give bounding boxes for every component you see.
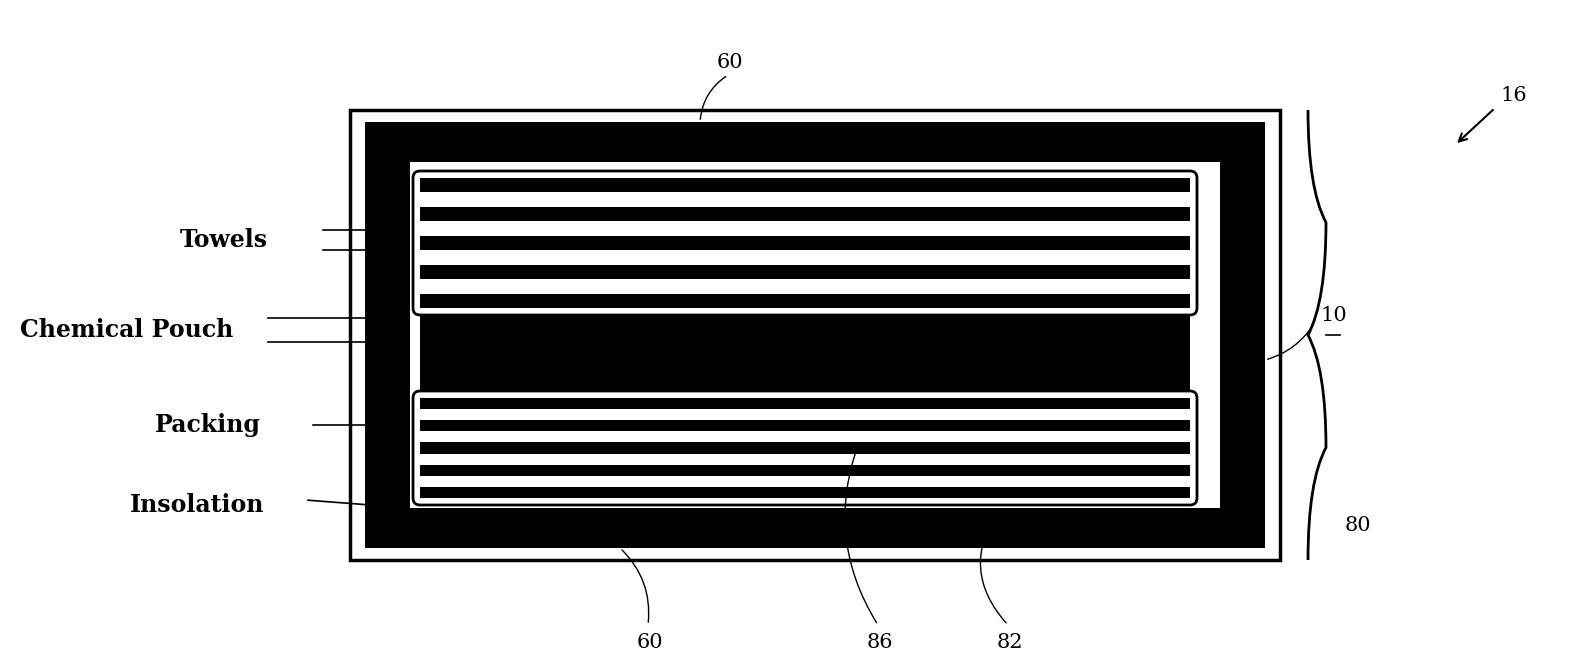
Bar: [420, 250, 1190, 265]
Bar: [420, 442, 1190, 453]
Bar: [420, 265, 1190, 279]
Text: Towels: Towels: [180, 228, 269, 252]
Bar: [420, 453, 1190, 465]
Text: Chemical Pouch: Chemical Pouch: [21, 318, 234, 342]
Bar: [420, 465, 1190, 476]
Bar: [420, 476, 1190, 487]
Bar: [409, 162, 1220, 508]
Bar: [365, 122, 1266, 548]
Bar: [420, 294, 1190, 308]
Bar: [420, 236, 1190, 250]
Bar: [420, 193, 1190, 207]
Text: 86: 86: [867, 633, 893, 652]
Bar: [420, 398, 1190, 409]
Bar: [420, 409, 1190, 420]
Text: 60: 60: [717, 53, 743, 72]
Bar: [420, 420, 1190, 432]
Bar: [420, 279, 1190, 294]
Text: 82: 82: [997, 633, 1024, 652]
Bar: [420, 315, 1190, 390]
Bar: [351, 110, 1280, 560]
Bar: [420, 487, 1190, 498]
Text: 10: 10: [1319, 306, 1346, 325]
Text: 60: 60: [637, 633, 664, 652]
Bar: [420, 178, 1190, 193]
Bar: [420, 207, 1190, 221]
Bar: [420, 221, 1190, 236]
Text: Packing: Packing: [155, 413, 261, 437]
Text: Insolation: Insolation: [130, 493, 264, 517]
Text: 80: 80: [1345, 516, 1371, 535]
Text: 16: 16: [1499, 86, 1526, 105]
Bar: [420, 432, 1190, 442]
